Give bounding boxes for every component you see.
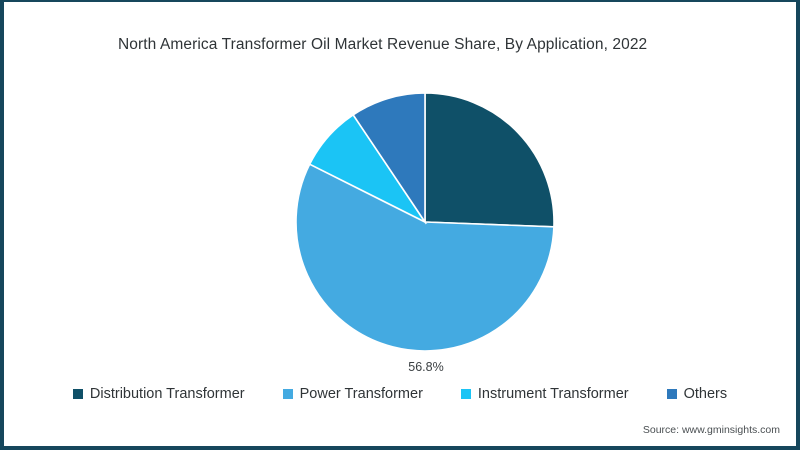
pie-slice-label-power-transformer: 56.8% <box>408 360 444 374</box>
pie-chart-svg <box>295 92 555 352</box>
legend-item-power-transformer[interactable]: Power Transformer <box>282 386 423 402</box>
legend-label: Distribution Transformer <box>89 386 245 402</box>
frame-border-right <box>796 0 800 450</box>
source-attribution: Source: www.gminsights.com <box>642 424 780 436</box>
pie-slice-power-transformer[interactable] <box>295 163 555 352</box>
legend-swatch-others <box>666 389 677 399</box>
legend-item-distribution-transformer[interactable]: Distribution Transformer <box>72 386 245 402</box>
legend-item-others[interactable]: Others <box>666 386 728 402</box>
pie-slice-others[interactable] <box>352 92 426 225</box>
legend-label: Instrument Transformer <box>477 386 629 402</box>
legend-swatch-distribution-transformer <box>72 389 83 399</box>
frame-border-bottom <box>0 446 800 450</box>
chart-legend: Distribution Transformer Power Transforme… <box>0 386 800 402</box>
legend-swatch-power-transformer <box>282 389 293 399</box>
pie-slice-distribution-transformer[interactable] <box>424 92 555 228</box>
frame-border-top <box>0 0 800 2</box>
legend-item-instrument-transformer[interactable]: Instrument Transformer <box>460 386 629 402</box>
legend-label: Others <box>683 386 728 402</box>
chart-title: North America Transformer Oil Market Rev… <box>118 36 648 53</box>
frame-border-left <box>0 0 4 450</box>
pie-chart <box>295 92 555 352</box>
legend-swatch-instrument-transformer <box>460 389 471 399</box>
legend-label: Power Transformer <box>299 386 423 402</box>
